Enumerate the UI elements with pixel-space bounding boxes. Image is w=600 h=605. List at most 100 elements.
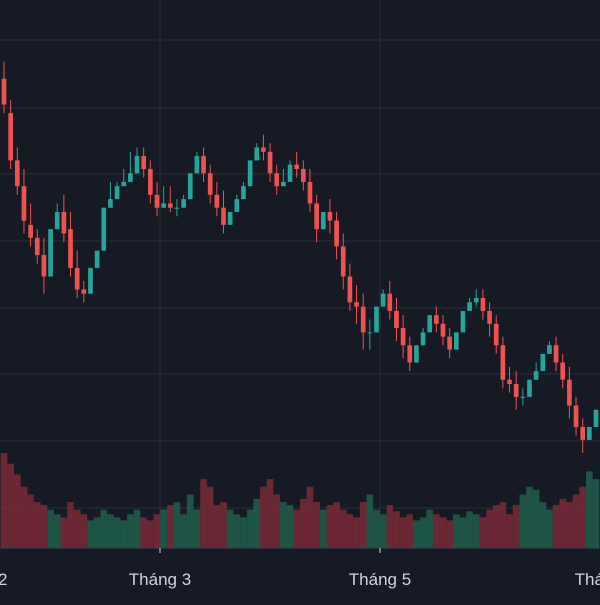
candle-body [400,328,406,346]
candle-body [128,173,133,182]
volume-bar-10 [67,502,74,548]
volume-bar-29 [193,509,201,548]
candle-46 [307,169,313,212]
candle-24 [161,186,166,208]
candle-28 [187,173,193,200]
volume-bar-11 [73,509,81,548]
volume-bar-46 [306,486,314,548]
candle-44 [294,151,300,178]
candle-body [28,224,33,238]
volume-bar-87 [579,486,587,548]
volume-bar-86 [572,494,580,548]
x-tick-label-2: Tháng 5 [349,570,411,589]
candle-body [500,345,506,380]
candle-body [327,212,333,221]
candle-body [8,113,13,161]
volume-bar-70 [466,511,473,548]
volume-bar-79 [526,486,533,548]
candle-31 [207,164,213,204]
volume-bar-45 [300,498,307,548]
volume-bar-18 [120,520,128,548]
candle-body [300,169,306,182]
candle-body [74,267,80,290]
candle-body [467,302,472,311]
candle-71 [473,289,479,307]
volume-bar-74 [492,505,500,548]
candle-15 [101,207,107,251]
volume-bar-31 [206,486,214,548]
volume-bar-55 [366,494,374,548]
candle-6 [41,237,47,294]
candle-43 [287,160,293,182]
candle-body [593,409,599,427]
candle-body [507,379,512,384]
volume-bar-42 [280,502,287,548]
candle-body [347,276,353,303]
candle-86 [573,396,579,436]
candle-25 [167,186,173,212]
candle-42 [281,169,286,187]
candle-40 [267,143,273,182]
candle-29 [194,151,200,174]
candle-3 [21,169,27,234]
candle-body [453,332,459,350]
candle-16 [108,181,113,208]
candle-73 [487,302,492,337]
candle-body [427,315,433,333]
candle-32 [214,181,220,217]
candle-12 [81,280,87,303]
volume-bar-21 [140,517,148,548]
candle-27 [181,194,186,208]
candle-body [141,156,147,169]
volume-bar-62 [413,520,420,548]
x-tick-label-3: Thán [575,570,600,589]
candle-88 [587,427,592,440]
candle-body [407,345,413,363]
candle-1 [8,100,13,169]
volume-bar-57 [379,514,387,548]
candle-78 [520,388,526,406]
candle-22 [148,160,153,204]
candle-77 [513,371,519,410]
candle-body [101,207,107,251]
candle-19 [128,151,133,182]
candle-body [221,207,226,225]
candle-56 [374,306,379,333]
volume-bar-78 [519,494,527,548]
candle-body [41,255,47,277]
candle-18 [121,169,127,187]
candle-body [207,173,213,195]
candle-body [447,336,452,350]
candle-83 [553,336,559,372]
volume-bar-33 [220,502,227,548]
volume-bar-71 [472,514,480,548]
candle-body [513,384,519,397]
candle-body [473,298,479,303]
volume-bar-23 [153,514,161,548]
candle-20 [134,147,140,174]
candle-70 [467,298,472,311]
candles [1,61,599,453]
volume-bar-85 [566,502,573,548]
candle-57 [380,289,386,307]
candle-body [261,147,266,152]
candle-89 [593,409,599,427]
candle-body [54,212,60,230]
volume-bar-13 [87,520,94,548]
volume-bar-50 [333,502,340,548]
candle-9 [61,194,67,243]
volume-bar-30 [200,479,207,548]
candle-68 [453,332,459,350]
candle-body [420,332,426,346]
candle-33 [221,190,226,234]
candle-body [14,160,20,187]
volume-bar-44 [293,509,300,548]
candle-body [440,323,446,337]
volume-bar-38 [253,498,261,548]
candle-body [573,405,579,427]
volume-bar-6 [40,505,48,548]
candle-body [48,229,53,277]
x-tick-label-1: Tháng 3 [129,570,191,589]
